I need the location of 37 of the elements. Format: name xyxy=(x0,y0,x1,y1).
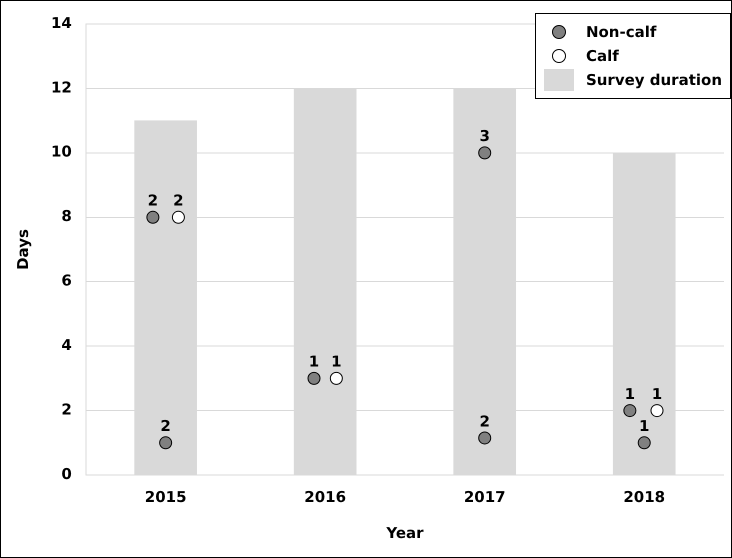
y-tick-label: 0 xyxy=(61,464,72,483)
x-tick-label: 2017 xyxy=(464,488,506,506)
point xyxy=(330,372,343,385)
point xyxy=(623,404,636,418)
point xyxy=(159,436,172,450)
y-tick-label: 14 xyxy=(51,14,72,32)
point xyxy=(638,436,651,450)
annotation: 1 xyxy=(331,352,342,371)
legend-label: Calf xyxy=(586,47,619,65)
annotation: 2 xyxy=(173,192,184,210)
legend-label: Non-calf xyxy=(586,23,656,41)
point xyxy=(146,210,160,224)
y-tick-label: 8 xyxy=(61,207,72,226)
annotation: 1 xyxy=(639,417,650,436)
annotation: 3 xyxy=(479,127,490,146)
annotation: 1 xyxy=(652,384,662,403)
x-tick-label: 2016 xyxy=(304,488,346,506)
y-tick-label: 4 xyxy=(61,336,72,354)
point xyxy=(478,146,492,160)
point xyxy=(172,210,185,224)
annotation: 2 xyxy=(160,417,171,436)
legend-label: Survey duration xyxy=(586,71,722,89)
y-tick-label: 6 xyxy=(61,272,72,290)
x-tick-label: 2018 xyxy=(623,488,666,506)
point xyxy=(650,404,664,418)
annotation: 2 xyxy=(148,192,158,210)
y-tick-label: 10 xyxy=(51,142,72,161)
point xyxy=(308,372,321,385)
x-axis-title: Year xyxy=(385,524,424,542)
y-tick-label: 12 xyxy=(51,78,72,96)
annotation: 1 xyxy=(308,352,320,371)
y-tick-label: 2 xyxy=(61,400,72,418)
point xyxy=(478,431,492,444)
annotation: 1 xyxy=(624,384,636,403)
annotation: 2 xyxy=(479,412,490,430)
y-axis-title: Days xyxy=(14,229,32,270)
x-tick-label: 2015 xyxy=(144,488,187,506)
